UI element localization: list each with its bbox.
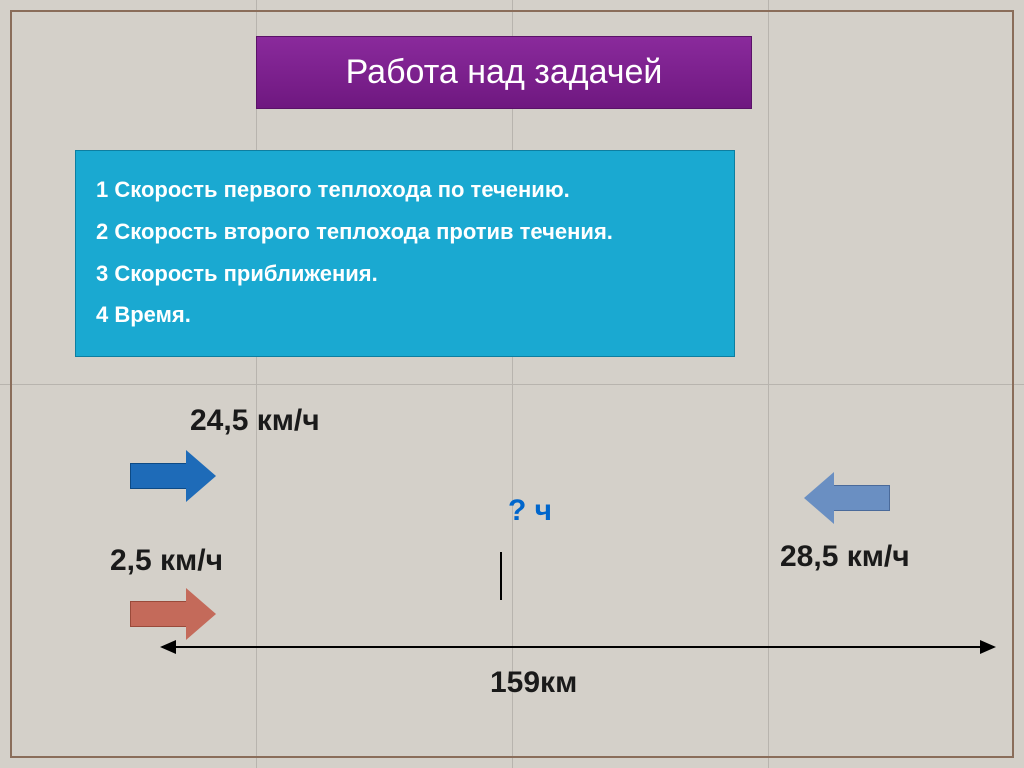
boat1-speed-label: 24,5 км/ч	[190, 404, 320, 438]
step-3: 3 Скорость приближения.	[96, 253, 714, 295]
boat2-arrow	[804, 472, 890, 524]
current-speed-label: 2,5 км/ч	[110, 544, 223, 578]
step-4: 4 Время.	[96, 294, 714, 336]
center-tick	[500, 552, 502, 600]
problem-steps-box: 1 Скорость первого теплохода по течению.…	[75, 150, 735, 357]
slide-title: Работа над задачей	[256, 36, 752, 109]
step-2: 2 Скорость второго теплохода против тече…	[96, 211, 714, 253]
grid-vertical-3	[768, 0, 769, 768]
boat1-arrow	[130, 450, 216, 502]
boat2-speed-label: 28,5 км/ч	[780, 540, 910, 574]
grid-vertical-2	[512, 0, 513, 768]
distance-line	[162, 646, 994, 648]
current-arrow	[130, 588, 216, 640]
distance-label: 159км	[490, 666, 577, 700]
question-time-label: ? ч	[508, 494, 552, 528]
grid-vertical-1	[256, 0, 257, 768]
step-1: 1 Скорость первого теплохода по течению.	[96, 169, 714, 211]
